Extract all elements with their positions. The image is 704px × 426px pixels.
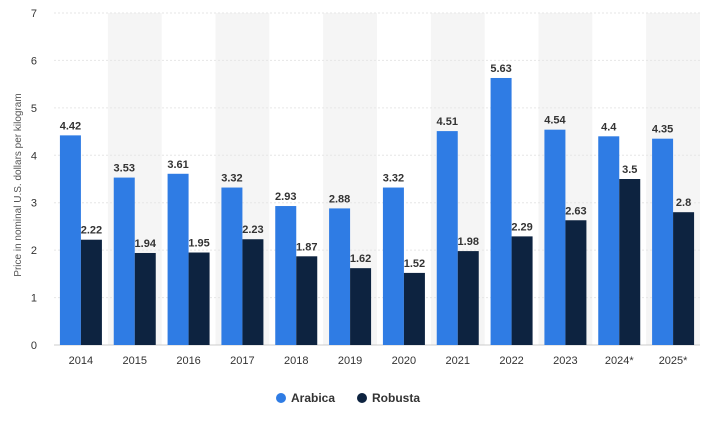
robusta-bar: [80, 239, 102, 345]
arabica-data-label: 3.61: [167, 159, 188, 171]
arabica-data-label: 5.63: [490, 63, 511, 75]
robusta-data-label: 1.94: [135, 238, 157, 250]
arabica-bar: [329, 208, 351, 345]
arabica-bar: [113, 177, 135, 345]
arabica-bar: [167, 173, 189, 345]
y-tick-label: 3: [31, 198, 37, 210]
legend-marker: [357, 393, 367, 403]
arabica-data-label: 3.53: [114, 163, 135, 175]
robusta-data-label: 2.23: [242, 224, 263, 236]
x-tick-label: 2024*: [605, 355, 634, 367]
legend[interactable]: Arabica Robusta: [276, 391, 420, 405]
robusta-data-label: 3.5: [622, 164, 637, 176]
arabica-data-label: 4.54: [544, 115, 566, 127]
arabica-bar: [382, 187, 404, 345]
legend-label: Arabica: [291, 391, 335, 405]
x-tick-label: 2014: [69, 355, 93, 367]
x-tick-label: 2023: [553, 355, 577, 367]
x-tick-label: 2016: [176, 355, 200, 367]
arabica-data-label: 3.32: [221, 173, 242, 185]
robusta-bar: [619, 179, 641, 345]
robusta-data-label: 2.29: [511, 221, 532, 233]
arabica-data-label: 4.4: [601, 121, 617, 133]
x-tick-label: 2021: [446, 355, 470, 367]
arabica-data-label: 4.51: [437, 116, 458, 128]
y-tick-label: 6: [31, 55, 37, 67]
arabica-bar: [598, 136, 620, 345]
x-tick-label: 2025*: [659, 355, 688, 367]
x-axis-ticks: 2014 2015 2016 2017 2018 2019 2020 2021 2022 2023…: [69, 355, 688, 367]
robusta-data-label: 1.52: [404, 258, 425, 270]
x-tick-label: 2017: [230, 355, 254, 367]
robusta-bar: [188, 252, 210, 345]
robusta-bar: [403, 272, 425, 345]
robusta-data-label: 2.22: [81, 225, 102, 237]
x-tick-label: 2019: [338, 355, 362, 367]
arabica-bar: [59, 135, 81, 345]
robusta-data-label: 2.8: [676, 197, 691, 209]
legend-item-robusta[interactable]: Robusta: [357, 391, 420, 405]
arabica-data-label: 2.88: [329, 193, 350, 205]
y-tick-label: 2: [31, 245, 37, 257]
arabica-bar: [652, 138, 674, 345]
y-tick-label: 7: [31, 8, 37, 20]
robusta-data-label: 1.87: [296, 241, 317, 253]
x-tick-label: 2020: [392, 355, 416, 367]
legend-item-arabica[interactable]: Arabica: [276, 391, 335, 405]
arabica-bar: [221, 187, 243, 345]
x-tick-label: 2022: [499, 355, 523, 367]
arabica-bar: [544, 129, 566, 345]
arabica-data-label: 2.93: [275, 191, 296, 203]
robusta-bar: [350, 268, 372, 345]
y-tick-label: 1: [31, 293, 37, 305]
robusta-bar: [565, 220, 587, 345]
legend-label: Robusta: [372, 391, 420, 405]
robusta-data-label: 2.63: [565, 205, 586, 217]
y-axis-ticks: 0 1 2 3 4 5 6 7: [31, 8, 37, 352]
robusta-data-label: 1.62: [350, 253, 371, 265]
arabica-data-label: 4.35: [652, 124, 673, 136]
y-axis-label: Price in nominal U.S. dollars per kilogr…: [13, 93, 24, 276]
arabica-bar: [490, 77, 512, 345]
robusta-data-label: 1.98: [458, 236, 479, 248]
y-tick-label: 0: [31, 340, 37, 352]
robusta-data-label: 1.95: [188, 238, 209, 250]
robusta-bar: [673, 212, 695, 345]
robusta-bar: [511, 236, 533, 345]
x-tick-label: 2018: [284, 355, 308, 367]
arabica-bar: [275, 206, 297, 345]
data-labels: 4.42 2.22 3.53 1.94 3.61 1.95 3.32 2.23 2.93 1.87…: [60, 63, 692, 270]
bars: [59, 77, 695, 345]
robusta-bar: [134, 252, 156, 345]
arabica-bar: [436, 131, 458, 345]
arabica-data-label: 4.42: [60, 120, 81, 132]
robusta-bar: [242, 239, 264, 345]
grid-lines: [54, 12, 700, 346]
y-tick-label: 4: [31, 150, 37, 162]
robusta-bar: [296, 256, 318, 345]
arabica-data-label: 3.32: [383, 173, 404, 185]
y-tick-label: 5: [31, 103, 37, 115]
legend-marker: [276, 393, 286, 403]
x-tick-label: 2015: [123, 355, 147, 367]
robusta-bar: [457, 251, 479, 345]
